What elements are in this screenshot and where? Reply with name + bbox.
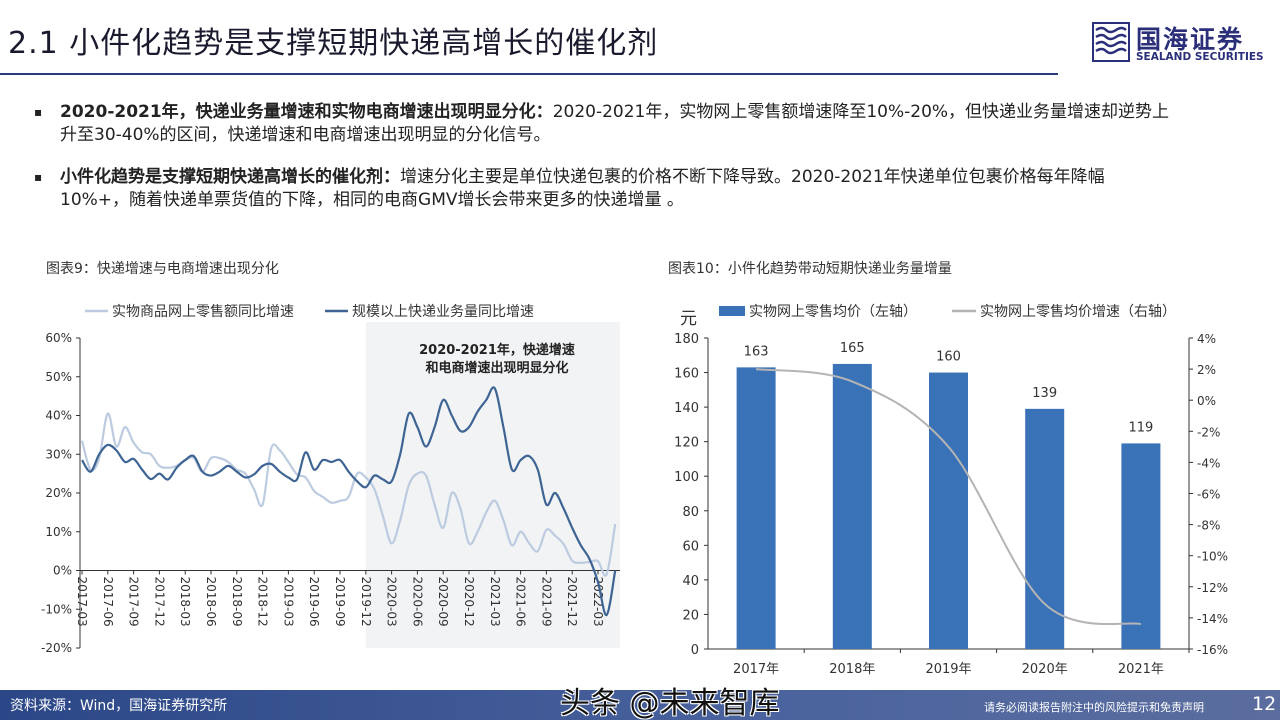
x-tick-label: 2021-06 [514, 577, 528, 627]
bar-data-label: 163 [744, 344, 769, 359]
y2-tick-label: 4% [1197, 332, 1216, 346]
y2-tick-label: -16% [1197, 643, 1228, 657]
y2-tick-label: -8% [1197, 519, 1220, 533]
y-tick-label: 40 [682, 574, 699, 589]
chart9-caption: 图表9：快递增速与电商增速出现分化 [46, 261, 279, 277]
bar-data-label: 139 [1032, 386, 1057, 401]
x-tick-label: 2018年 [829, 662, 875, 677]
x-tick-label: 2021-03 [488, 577, 502, 627]
legend-swatch [719, 306, 745, 316]
y-tick-label: 120 [674, 436, 699, 451]
chart10-caption: 图表10：小件化趋势带动短期快递业务量增量 [668, 261, 952, 277]
y-tick-label: 20 [682, 608, 699, 623]
x-tick-label: 2020年 [1022, 662, 1068, 677]
logo-text-en: SEALAND SECURITIES [1136, 51, 1264, 63]
y2-tick-label: -6% [1197, 488, 1220, 502]
y2-tick-label: -14% [1197, 612, 1228, 626]
y2-tick-label: -4% [1197, 456, 1220, 470]
y-tick-label: 30% [45, 447, 72, 461]
y-tick-label: 180 [674, 332, 699, 347]
bar [929, 372, 968, 649]
bullet-text: 2020-2021年，实物网上零售额增速降至10%-20%，但快递业务量增速却逆… [60, 102, 1170, 145]
bullet-lead: 2020-2021年，快递业务量增速和实物电商增速出现明显分化： [60, 102, 553, 122]
y-tick-label: 60 [682, 539, 699, 554]
x-tick-label: 2020-09 [436, 577, 450, 627]
x-tick-label: 2018-06 [204, 577, 218, 627]
x-tick-label: 2019-09 [333, 577, 347, 627]
bar-data-label: 160 [936, 350, 961, 365]
x-tick-label: 2018-09 [230, 577, 244, 627]
page-title: 2.1 小件化趋势是支撑短期快递高增长的催化剂 [8, 26, 659, 61]
chart-annotation: 2020-2021年，快递增速 [419, 342, 575, 358]
x-tick-label: 2018-03 [178, 577, 192, 627]
x-tick-label: 2019年 [925, 662, 971, 677]
bar [832, 363, 872, 649]
y-tick-label: 50% [45, 370, 72, 384]
bullet-marker: ▪ [34, 170, 43, 184]
x-tick-label: 2017年 [733, 662, 779, 677]
sealand-wave-icon [1092, 22, 1130, 62]
y-tick-label: 60% [45, 331, 72, 345]
x-tick-label: 2020-12 [462, 577, 476, 627]
y-tick-label: 20% [45, 486, 72, 500]
bullet-text: 增速分化主要是单位快递包裹的价格不断下降导致。2020-2021年快递单位包裹价… [60, 167, 1105, 210]
y-tick-label: -20% [41, 641, 72, 655]
series-express-volume-growth [81, 386, 617, 617]
bar [736, 367, 776, 649]
bar-data-label: 119 [1128, 420, 1153, 435]
bullet-marker: ▪ [34, 105, 43, 119]
legend-label: 实物网上零售均价增速（右轴） [980, 304, 1176, 320]
sealand-logo: 国海证券 SEALAND SECURITIES [1092, 20, 1272, 66]
x-tick-label: 2019-03 [281, 577, 295, 627]
x-tick-label: 2020-03 [385, 577, 399, 627]
legend-label: 规模以上快递业务量同比增速 [352, 304, 534, 320]
y2-tick-label: -10% [1197, 550, 1228, 564]
y-tick-label: 160 [674, 367, 699, 382]
bar-data-label: 165 [840, 341, 865, 356]
y-tick-label: -10% [41, 602, 72, 616]
x-tick-label: 2021-09 [539, 577, 553, 627]
chart-annotation: 和电商增速出现明显分化 [425, 360, 568, 376]
bar [1121, 443, 1161, 649]
y-tick-label: 100 [674, 470, 699, 485]
page-number: 12 [1252, 693, 1277, 715]
x-tick-label: 2017-12 [152, 577, 166, 627]
y-axis-unit: 元 [680, 309, 697, 329]
x-tick-label: 2020-06 [410, 577, 424, 627]
x-tick-label: 2018-12 [256, 577, 270, 627]
watermark: 头条 @未来智库 [560, 686, 780, 721]
footer-bar: 资料来源：Wind，国海证券研究所 请务必阅读报告附注中的风险提示和免责声明 1… [0, 690, 1280, 720]
legend-label: 实物商品网上零售额同比增速 [112, 304, 294, 320]
title-divider [0, 73, 1058, 75]
legend-label: 实物网上零售均价（左轴） [749, 304, 917, 320]
x-tick-label: 2017-06 [101, 577, 115, 627]
y2-tick-label: -12% [1197, 581, 1228, 595]
x-tick-label: 2017-09 [127, 577, 141, 627]
series-price-growth-line [755, 368, 1142, 626]
bullet-point: ▪ 小件化趋势是支撑短期快递高增长的催化剂：增速分化主要是单位快递包裹的价格不断… [34, 166, 1170, 212]
y2-tick-label: 0% [1197, 394, 1216, 408]
y-tick-label: 140 [674, 401, 699, 416]
x-tick-label: 2021-12 [565, 577, 579, 627]
bar [1025, 408, 1065, 649]
bullet-lead: 小件化趋势是支撑短期快递高增长的催化剂： [60, 167, 400, 187]
y2-tick-label: 2% [1197, 363, 1216, 377]
bullet-point: ▪ 2020-2021年，快递业务量增速和实物电商增速出现明显分化：2020-2… [34, 101, 1170, 147]
y2-tick-label: -2% [1197, 425, 1220, 439]
y-tick-label: 0% [53, 564, 72, 578]
disclaimer-text: 请务必阅读报告附注中的风险提示和免责声明 [984, 701, 1204, 714]
x-tick-label: 2022-03 [591, 577, 605, 627]
source-note: 资料来源：Wind，国海证券研究所 [10, 698, 228, 714]
y-tick-label: 40% [45, 409, 72, 423]
y-tick-label: 0 [691, 643, 699, 658]
y-tick-label: 80 [682, 505, 699, 520]
x-tick-label: 2017-03 [75, 577, 89, 627]
logo-text-cn: 国海证券 [1136, 25, 1245, 54]
x-tick-label: 2019-12 [359, 577, 373, 627]
y-tick-label: 10% [45, 525, 72, 539]
series-online-retail-growth [80, 412, 617, 577]
x-tick-label: 2019-06 [307, 577, 321, 627]
x-tick-label: 2021年 [1118, 662, 1164, 677]
